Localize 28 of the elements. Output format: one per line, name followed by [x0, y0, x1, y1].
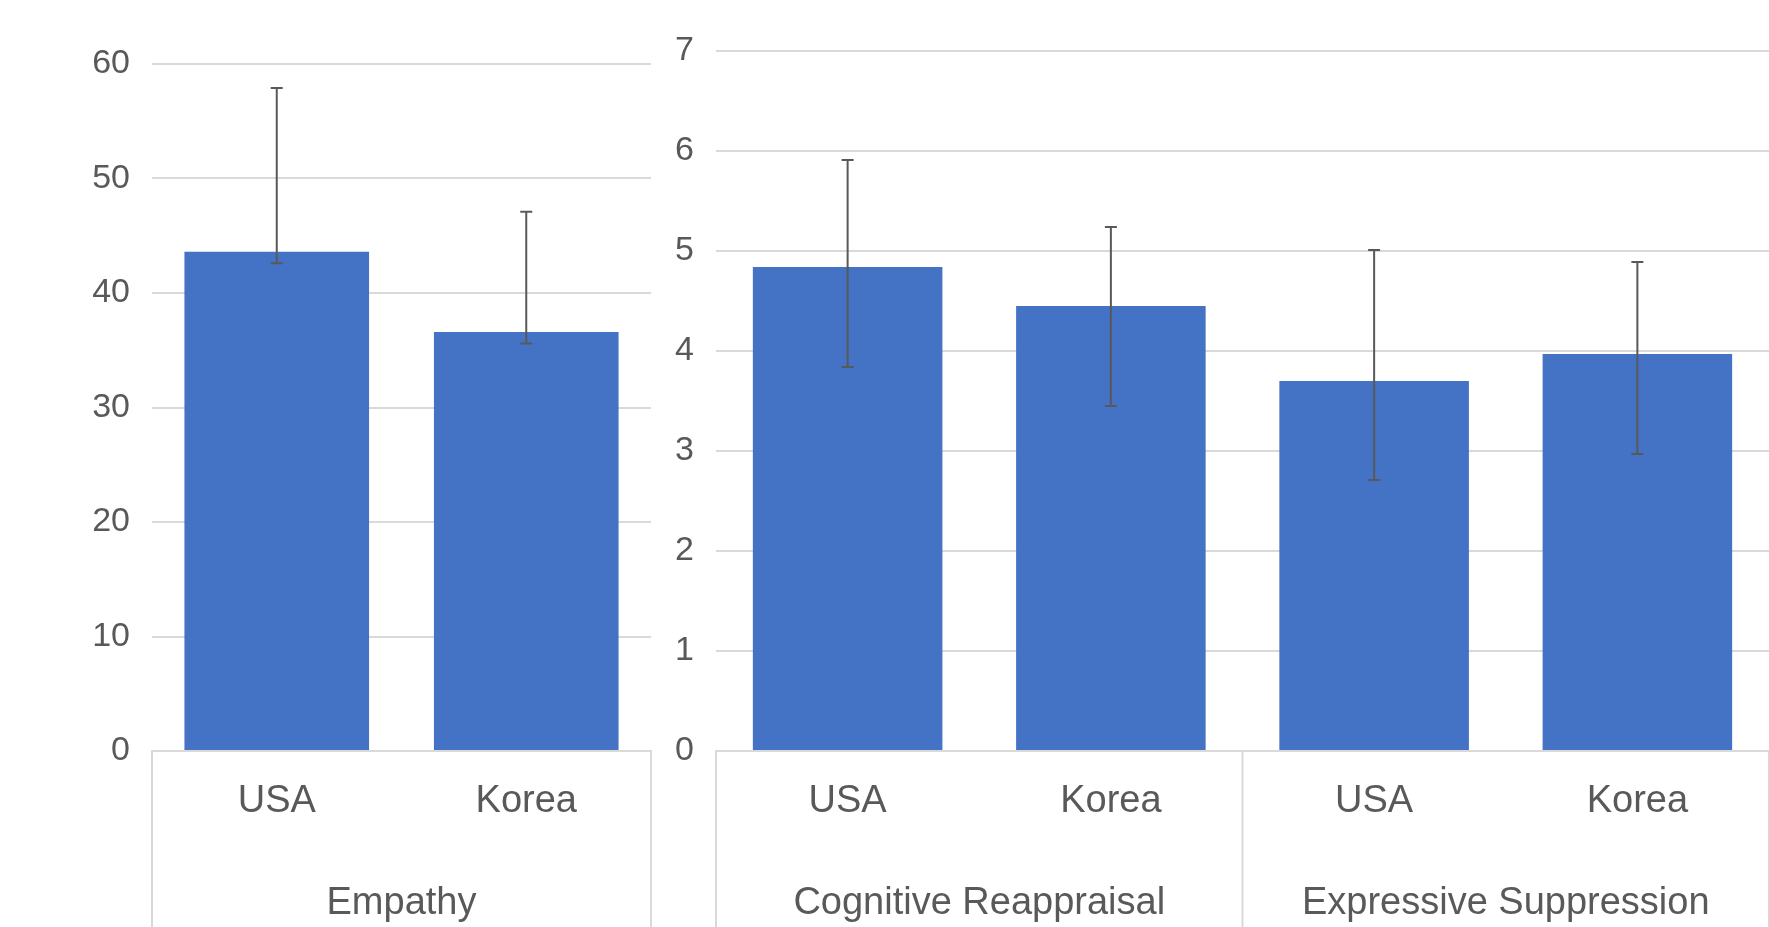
x-tick-label: USA	[237, 778, 317, 821]
x-tick-label: Korea	[1060, 778, 1163, 821]
y-tick-label: 50	[92, 156, 130, 195]
y-tick-label: 30	[92, 385, 130, 424]
bar	[1016, 306, 1206, 750]
y-tick-label: 60	[92, 42, 130, 81]
y-tick-label: 7	[675, 29, 694, 68]
text: Cognitive Reappraisal	[793, 880, 1166, 923]
y-tick-label: 6	[675, 129, 694, 168]
bar	[1279, 381, 1469, 750]
bar	[1542, 354, 1733, 750]
y-tick-label: 5	[675, 229, 694, 268]
y-tick-label: 0	[111, 729, 130, 768]
y-tick-label: 10	[92, 614, 130, 653]
x-tick-label: USA	[808, 778, 888, 821]
x-tick-label: USA	[1335, 778, 1414, 821]
y-tick-label: 20	[92, 500, 130, 539]
y-tick-label: 40	[92, 271, 130, 310]
text: Expressive Suppression	[1301, 880, 1710, 923]
text: Empathy	[326, 880, 477, 923]
y-tick-label: 3	[675, 429, 694, 468]
x-tick-label: Korea	[1586, 778, 1689, 821]
y-tick-label: 1	[675, 629, 694, 668]
x-tick-label: Korea	[475, 778, 578, 821]
y-tick-label: 4	[675, 329, 694, 368]
bar	[752, 267, 943, 750]
y-tick-label: 2	[675, 529, 694, 568]
y-tick-label: 0	[675, 729, 694, 768]
